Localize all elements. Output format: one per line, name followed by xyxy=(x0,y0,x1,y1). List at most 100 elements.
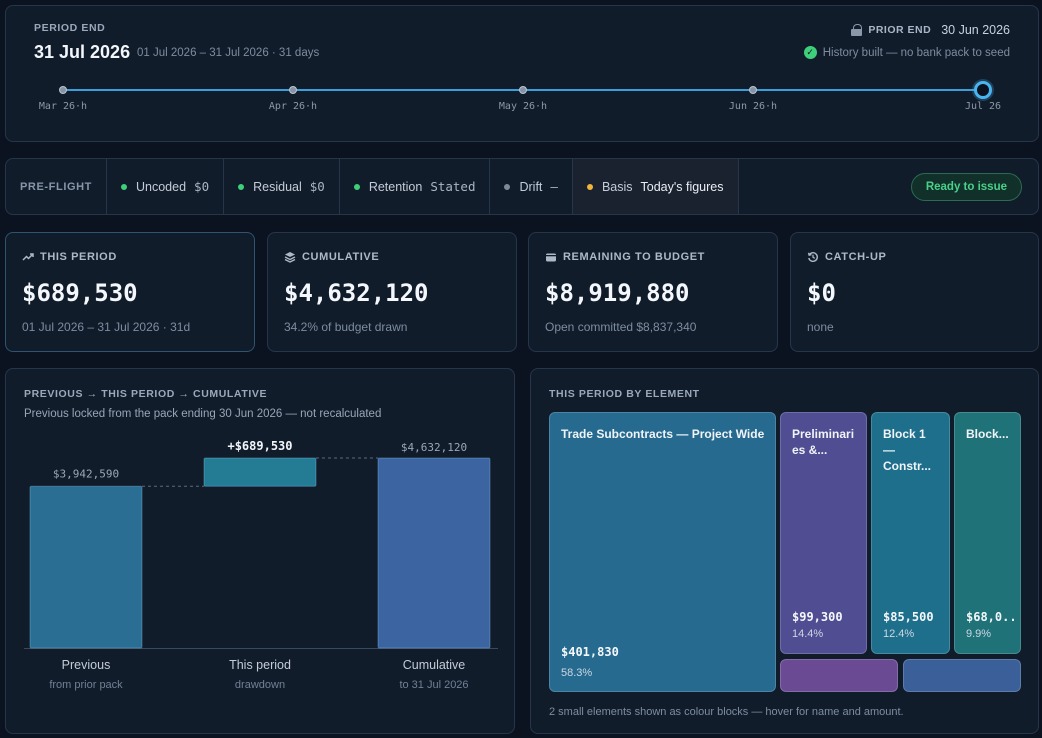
preflight-item-label: Retention xyxy=(368,179,423,194)
timeline-label: Jul 26 xyxy=(964,101,1002,112)
category-label: This period xyxy=(229,658,291,672)
prior-end-label: PRIOR END xyxy=(868,24,932,36)
treemap-tile-trade-subcontracts[interactable]: Trade Subcontracts — Project Wide $401,8… xyxy=(549,412,776,692)
check-circle-icon: ✓ xyxy=(803,46,817,59)
waterfall-chart: $3,942,590 +$689,530 $4,632,120 xyxy=(24,439,498,649)
preflight-drift[interactable]: Drift — xyxy=(490,159,573,214)
status-dot xyxy=(353,183,360,190)
preflight-item-value: Today's figures xyxy=(640,179,724,194)
timeline-label: Mar 26·h xyxy=(38,101,88,112)
timeline-point-apr[interactable] xyxy=(289,86,297,94)
preflight-item-label: Basis xyxy=(601,179,633,194)
tile-name: Block 1 — Constr... xyxy=(883,427,932,473)
category-sublabel: drawdown xyxy=(234,679,286,691)
history-status: ✓ History built — no bank pack to seed xyxy=(803,46,1010,59)
period-end-date: 31 Jul 2026 xyxy=(34,42,131,62)
kpi-sub: 01 Jul 2026 – 31 Jul 2026 · 31d xyxy=(22,320,191,334)
wallet-icon xyxy=(545,251,557,263)
timeline-label: May 26·h xyxy=(498,101,548,112)
kpi-value: $689,530 xyxy=(22,279,138,307)
treemap-footnote: 2 small elements shown as colour blocks … xyxy=(549,706,904,718)
treemap-card: THIS PERIOD BY ELEMENT Trade Subcontract… xyxy=(530,368,1039,734)
kpi-title: THIS PERIOD xyxy=(40,251,117,263)
timeline-point-may[interactable] xyxy=(519,86,527,94)
tile-name: Preliminari es &... xyxy=(792,427,855,457)
category-sublabel: from prior pack xyxy=(49,679,123,691)
timeline-label: Apr 26·h xyxy=(268,101,318,112)
kpi-sub: 34.2% of budget drawn xyxy=(284,320,408,334)
tile-percent: 12.4% xyxy=(883,628,915,640)
timeline-label: Jun 26·h xyxy=(728,101,778,112)
status-dot xyxy=(121,183,127,190)
tile-name: Trade Subcontracts — Project Wide xyxy=(561,427,765,441)
tile-amount: $68,0... xyxy=(966,610,1016,624)
preflight-residual[interactable]: Residual $0 xyxy=(224,159,340,214)
waterfall-subtitle: Previous locked from the pack ending 30 … xyxy=(24,408,382,420)
preflight-item-label: Drift xyxy=(519,179,543,194)
treemap-small-block[interactable] xyxy=(780,659,898,692)
prior-end-date: 30 Jun 2026 xyxy=(941,23,1010,37)
waterfall-bar-previous[interactable] xyxy=(29,485,143,649)
preflight-basis[interactable]: Basis Today's figures xyxy=(572,159,739,214)
status-dot xyxy=(586,183,593,190)
kpi-value: $4,632,120 xyxy=(284,279,429,307)
bar-value-label: $4,632,120 xyxy=(401,441,467,454)
kpi-catch-up: CATCH-UP $0 none xyxy=(790,232,1039,352)
preflight-item-value: Stated xyxy=(430,179,476,194)
preflight-title: PRE-FLIGHT xyxy=(6,159,107,214)
preflight-item-label: Residual xyxy=(253,179,302,194)
kpi-sub: none xyxy=(807,320,834,334)
waterfall-bar-this-period[interactable] xyxy=(203,457,317,487)
tile-percent: 9.9% xyxy=(966,628,992,640)
history-icon xyxy=(807,251,819,263)
waterfall-title: PREVIOUS → THIS PERIOD → CUMULATIVE xyxy=(24,388,268,400)
trend-up-icon xyxy=(22,251,34,263)
preflight-item-value: $0 xyxy=(194,179,210,194)
treemap-tile-block[interactable]: Block... $68,0... 9.9% xyxy=(954,412,1021,654)
tile-name: Block... xyxy=(966,427,1009,441)
kpi-value: $8,919,880 xyxy=(545,279,690,307)
period-end-card: PERIOD END 31 Jul 2026 01 Jul 2026 – 31 … xyxy=(5,5,1039,142)
treemap-tile-preliminaries[interactable]: Preliminari es &... $99,300 14.4% xyxy=(780,412,867,654)
waterfall-card: $3,942,590 +$689,530 $4,632,120 PREVIOUS →… xyxy=(5,368,515,734)
tile-amount: $85,500 xyxy=(883,610,934,624)
category-sublabel: to 31 Jul 2026 xyxy=(399,679,469,691)
kpi-this-period: THIS PERIOD $689,530 01 Jul 2026 – 31 Ju… xyxy=(5,232,255,352)
kpi-sub: Open committed $8,837,340 xyxy=(545,320,697,334)
tile-percent: 14.4% xyxy=(792,628,824,640)
timeline-point-jul[interactable] xyxy=(974,81,992,99)
treemap-tile-block-1[interactable]: Block 1 — Constr... $85,500 12.4% xyxy=(871,412,950,654)
prior-end: PRIOR END 30 Jun 2026 xyxy=(851,23,1010,37)
preflight-retention[interactable]: Retention Stated xyxy=(340,159,491,214)
bar-value-label: +$689,530 xyxy=(227,439,292,453)
kpi-value: $0 xyxy=(807,279,836,307)
bar-value-label: $3,942,590 xyxy=(53,467,119,480)
kpi-remaining-to-budget: REMAINING TO BUDGET $8,919,880 Open comm… xyxy=(528,232,778,352)
treemap-title: THIS PERIOD BY ELEMENT xyxy=(549,388,700,400)
status-dot xyxy=(238,183,245,190)
waterfall-bar-cumulative[interactable] xyxy=(377,457,491,649)
preflight-bar: PRE-FLIGHT Uncoded $0 Residual $0 Retent… xyxy=(5,158,1039,215)
ready-to-issue-button[interactable]: Ready to issue xyxy=(910,173,1022,201)
period-range: 01 Jul 2026 – 31 Jul 2026 · 31 days xyxy=(137,47,320,59)
preflight-item-label: Uncoded xyxy=(136,179,187,194)
preflight-item-value: $0 xyxy=(309,179,325,194)
tile-percent: 58.3% xyxy=(561,667,593,679)
category-label: Cumulative xyxy=(402,658,466,672)
history-status-text: History built — no bank pack to seed xyxy=(822,46,1010,59)
kpi-title: CATCH-UP xyxy=(825,251,887,263)
treemap-small-block[interactable] xyxy=(903,659,1021,692)
tile-amount: $401,830 xyxy=(561,645,619,659)
layers-icon xyxy=(284,251,296,263)
timeline-point-mar[interactable] xyxy=(59,86,67,94)
kpi-title: CUMULATIVE xyxy=(302,251,380,263)
timeline-point-jun[interactable] xyxy=(749,86,757,94)
kpi-cumulative: CUMULATIVE $4,632,120 34.2% of budget dr… xyxy=(267,232,517,352)
tile-amount: $99,300 xyxy=(792,610,843,624)
category-label: Previous xyxy=(61,658,111,672)
period-end-label: PERIOD END xyxy=(34,22,106,34)
preflight-item-value: — xyxy=(550,179,558,194)
kpi-title: REMAINING TO BUDGET xyxy=(563,251,705,263)
status-dot xyxy=(504,183,511,190)
preflight-uncoded[interactable]: Uncoded $0 xyxy=(107,159,225,214)
